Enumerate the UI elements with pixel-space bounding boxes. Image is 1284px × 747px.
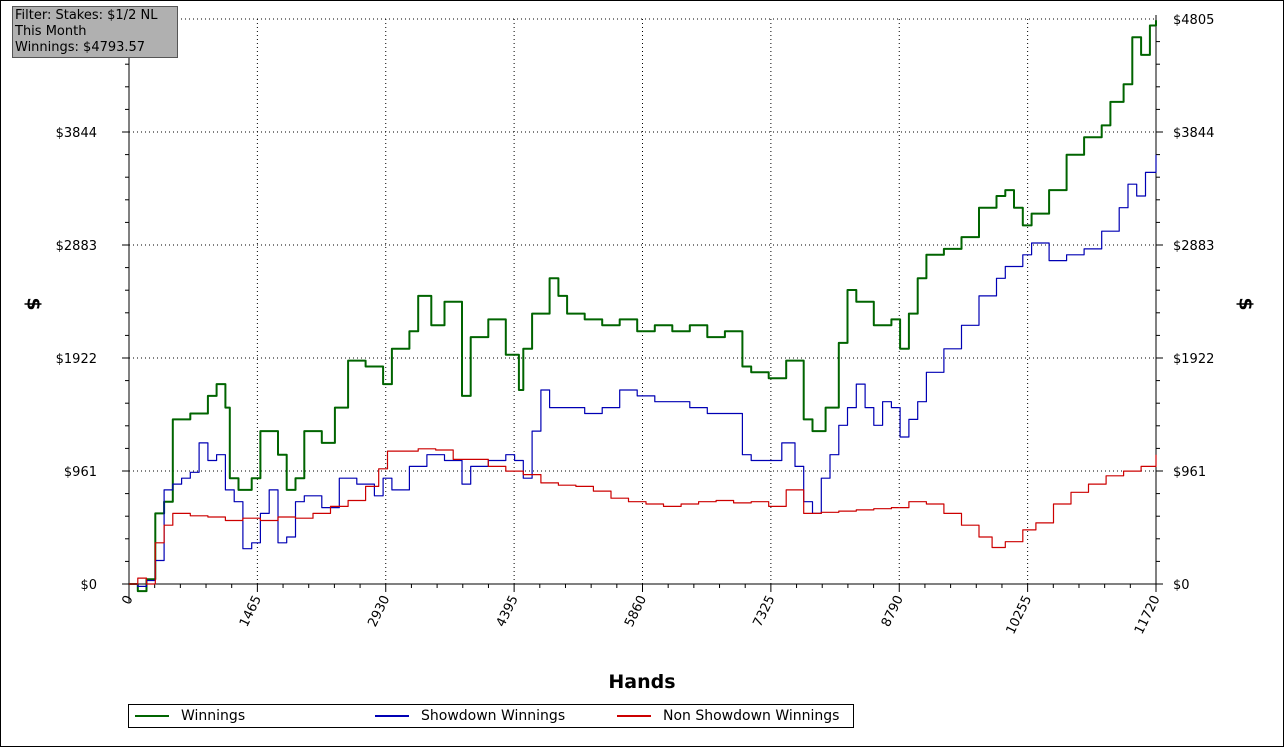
x-axis-title: Hands: [608, 671, 675, 693]
axes: [122, 15, 1163, 602]
x-tick-label: 8790: [879, 593, 907, 629]
y-tick-label-right: $3844: [1173, 126, 1214, 141]
x-tick-label: 2930: [365, 593, 393, 629]
legend-swatch-non-showdown: [617, 715, 651, 717]
x-tick-label: 11720: [1132, 593, 1164, 637]
x-tick-label: 10255: [1004, 593, 1036, 637]
filter-label: Filter: Stakes: $1/2 NL: [15, 8, 158, 23]
x-tick-label: 0: [119, 593, 136, 607]
tick-labels: $0 $0 $961 $961 $1922 $1922 $2883 $2883 $3844 $38…: [56, 13, 1215, 637]
y-tick-label-left: $2883: [56, 239, 97, 254]
series: [129, 20, 1157, 593]
y-tick-label-left: $961: [64, 465, 97, 480]
winnings-total-label: Winnings: $4793.57: [15, 40, 146, 55]
y-tick-label-right: $0: [1173, 578, 1190, 593]
y-tick-label-left: $3844: [56, 126, 97, 141]
x-tick-label: 1465: [237, 593, 265, 629]
y-tick-label-right: $2883: [1173, 239, 1214, 254]
legend-label-non-showdown: Non Showdown Winnings: [663, 708, 840, 724]
legend-item-showdown: Showdown Winnings: [375, 705, 565, 727]
legend-item-winnings: Winnings: [135, 705, 245, 727]
legend-swatch-winnings: [135, 715, 169, 717]
y-tick-label-right: $961: [1173, 465, 1206, 480]
y-tick-label-left: $0: [80, 578, 97, 593]
y-tick-label-right: $1922: [1173, 352, 1214, 367]
grid: [129, 18, 1156, 584]
legend-label-winnings: Winnings: [181, 708, 246, 724]
y-axis-title-right: $: [1235, 297, 1257, 310]
series-line-showdown: [129, 154, 1157, 587]
x-tick-label: 7325: [750, 593, 778, 629]
filter-info-box: Filter: Stakes: $1/2 NL This Month Winni…: [12, 6, 178, 58]
legend: Winnings Showdown Winnings Non Showdown …: [128, 704, 854, 728]
period-label: This Month: [15, 24, 87, 39]
x-tick-label: 4395: [494, 593, 522, 629]
y-tick-label-left: $1922: [56, 352, 97, 367]
legend-item-non-showdown: Non Showdown Winnings: [617, 705, 839, 727]
y-axis-title-left: $: [23, 297, 45, 310]
series-line-non-showdown: [129, 448, 1157, 585]
legend-label-showdown: Showdown Winnings: [421, 708, 566, 724]
x-tick-label: 5860: [622, 593, 650, 629]
y-tick-label-right: $4805: [1173, 13, 1214, 28]
series-line-winnings: [129, 20, 1157, 593]
legend-swatch-showdown: [375, 715, 409, 717]
